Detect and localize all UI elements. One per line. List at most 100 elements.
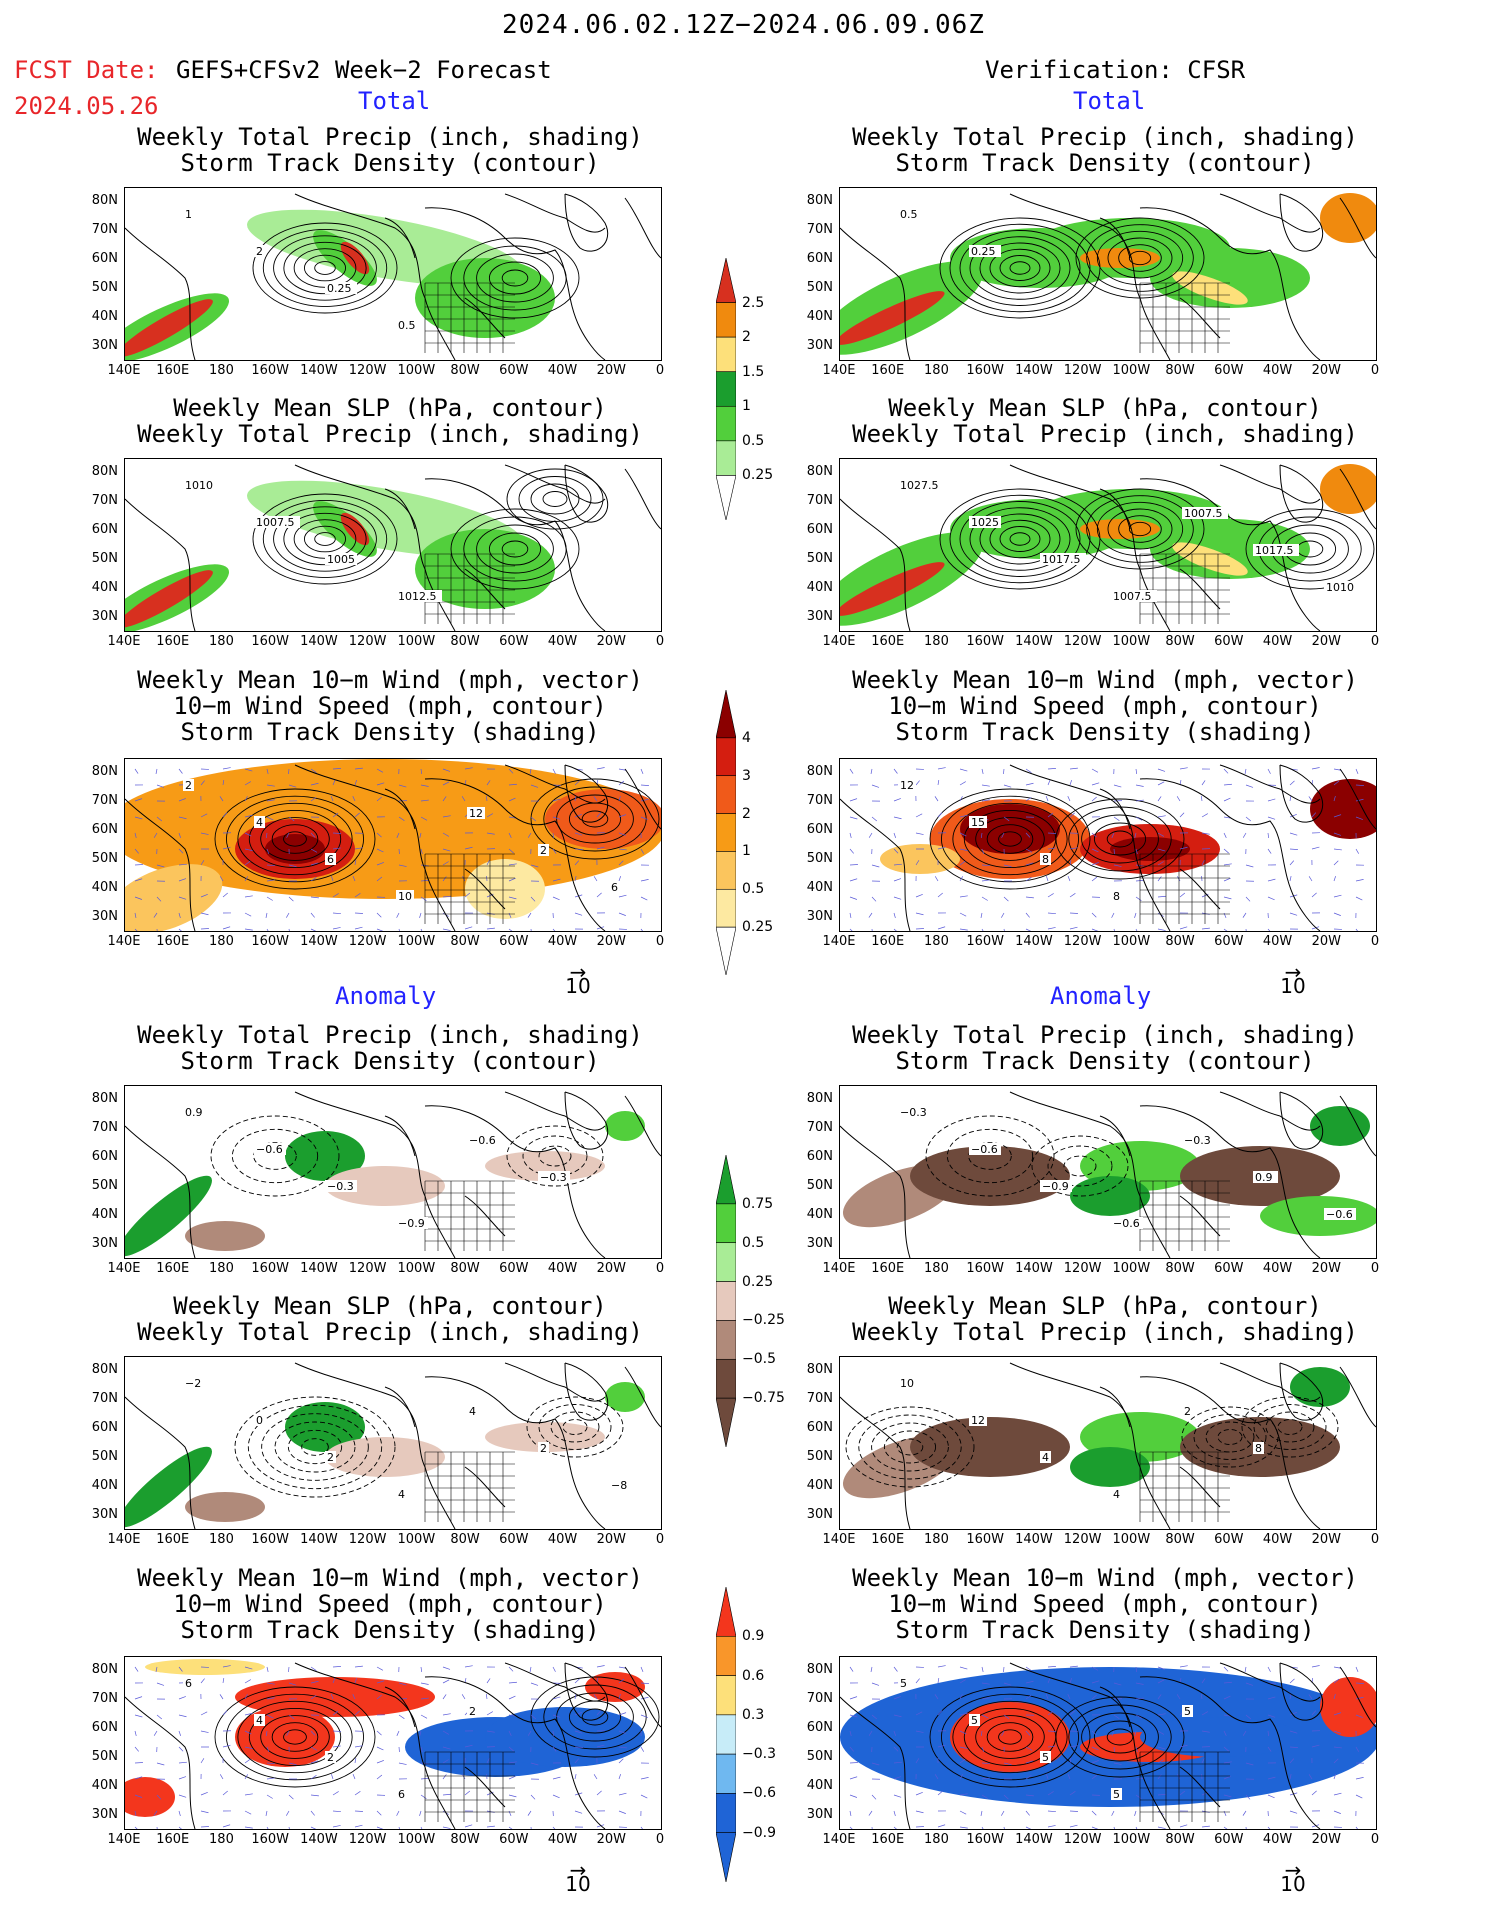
lon-tick-label: 60W: [499, 363, 529, 378]
wind-vector: [354, 926, 363, 930]
coastline: [125, 227, 196, 360]
lat-tick-label: 80N: [91, 1662, 118, 1677]
lon-tick-label: 120W: [1063, 363, 1102, 378]
coastline: [1009, 1091, 1171, 1258]
wind-vector: [134, 1794, 143, 1798]
panel-title-line: 10−m Wind Speed (mph, contour): [888, 692, 1322, 720]
lat-tick-label: 30N: [91, 1507, 118, 1522]
wind-vector: [1025, 1746, 1033, 1751]
coastline: [1139, 1676, 1321, 1829]
wind-vector: [893, 1810, 896, 1817]
lat-tick-label: 60N: [806, 1149, 833, 1164]
wind-vector: [332, 812, 339, 818]
wind-vector: [244, 1774, 249, 1780]
wind-vector: [618, 1746, 627, 1749]
wind-vector: [1333, 1746, 1342, 1749]
colorbar-label: 0.5: [742, 1234, 765, 1251]
contour-label: −0.6: [469, 1134, 496, 1147]
wind-vector: [1245, 1794, 1251, 1800]
wind-vector: [981, 768, 984, 775]
lon-tick-label: 140E: [107, 934, 141, 949]
wind-vector: [178, 928, 182, 931]
wind-vector: [156, 816, 163, 822]
lat-tick-label: 40N: [806, 1778, 833, 1793]
coastline: [464, 1766, 506, 1808]
wind-vector: [332, 1810, 341, 1813]
wind-vector: [178, 798, 186, 802]
lon-tick-label: 160W: [251, 1532, 289, 1547]
wind-vector: [396, 832, 400, 838]
wind-vector: [485, 795, 488, 802]
lon-tick-label: 180: [924, 363, 949, 378]
wind-vector: [464, 1744, 473, 1748]
wind-vector: [420, 1826, 423, 1829]
wind-vector: [1025, 782, 1034, 786]
panel-title-line: Weekly Total Precip (inch, shading): [852, 1318, 1358, 1346]
wind-vector: [574, 875, 577, 882]
coastline: [1339, 468, 1376, 530]
wind-vector: [331, 1773, 334, 1780]
wind-vector: [1025, 1775, 1032, 1780]
wind-vector: [849, 896, 858, 900]
wind-vector: [593, 1774, 598, 1780]
wind-vector: [959, 768, 968, 772]
contour-label: −0.3: [540, 1171, 567, 1184]
wind-vector: [981, 1826, 984, 1829]
contour-line: [989, 248, 1051, 288]
lon-tick-label: 80W: [1165, 1532, 1195, 1547]
wind-vector: [959, 848, 968, 851]
wind-vector: [420, 896, 427, 901]
contour-label: 2: [469, 1705, 476, 1718]
wind-vector: [1091, 1746, 1099, 1751]
wind-vector: [244, 848, 253, 851]
wind-vector: [310, 782, 319, 786]
wind-vector: [1289, 1773, 1292, 1780]
map-panel-p10: −0.3 −0.6 −0.9 −0.6 −0.3 0.9 −0.6: [839, 1085, 1377, 1259]
contour-label: 10: [398, 890, 412, 903]
wind-vector: [310, 1666, 317, 1671]
wind-vector: [508, 896, 517, 900]
wind-vector: [1025, 832, 1031, 838]
shading-region: [605, 1382, 645, 1412]
wind-vector: [893, 1746, 899, 1752]
wind-vector: [1113, 864, 1122, 867]
lon-tick-label: 100W: [1112, 1261, 1151, 1276]
contour-line: [252, 222, 398, 314]
wind-vector: [222, 1790, 228, 1796]
colorbar-top-triangle: [716, 1155, 736, 1205]
colorbar-segment: [716, 1793, 736, 1834]
lon-tick-label: 80W: [1165, 634, 1195, 649]
wind-vector: [332, 767, 341, 770]
wind-vector: [981, 1777, 990, 1780]
wind-vector: [1355, 1682, 1364, 1685]
wind-vector: [574, 912, 583, 916]
coastline: [1099, 1386, 1131, 1428]
wind-vector: [244, 1730, 252, 1735]
wind-vector: [442, 832, 450, 837]
contour-line: [225, 795, 365, 883]
contour-line: [845, 1406, 975, 1488]
wind-vector: [1308, 1774, 1313, 1780]
contour-label-bg: [1040, 1751, 1051, 1763]
wind-vector: [552, 1794, 560, 1799]
wind-vector: [552, 798, 561, 802]
wind-vector: [1067, 796, 1071, 802]
wind-vector: [376, 832, 382, 838]
coastline: [1099, 1115, 1131, 1157]
wind-vector: [310, 848, 318, 853]
wind-vector: [1025, 1730, 1031, 1736]
wind-vector: [1179, 767, 1188, 770]
wind-vector: [1333, 780, 1340, 786]
shading-region: [1172, 542, 1248, 576]
wind-vector: [1201, 1711, 1209, 1716]
wind-vector: [442, 1694, 447, 1700]
contour-label-bg: [254, 1414, 265, 1426]
contour-label: −8: [611, 1479, 627, 1492]
contour-label: 1: [185, 208, 192, 221]
lat-tick-label: 40N: [806, 880, 833, 895]
lon-tick-label: 100W: [397, 634, 436, 649]
lat-tick-label: 60N: [91, 1720, 118, 1735]
wind-vector: [310, 896, 319, 899]
wind-vector: [849, 798, 858, 802]
lon-tick-label: 100W: [397, 1832, 436, 1847]
